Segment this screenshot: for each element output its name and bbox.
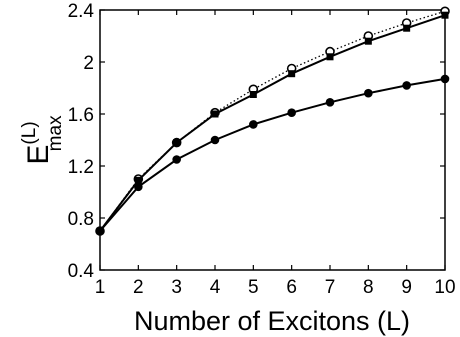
series-layer — [95, 6, 450, 236]
x-tick-label: 9 — [401, 277, 412, 298]
x-tick-label: 10 — [434, 277, 455, 298]
data-point — [287, 108, 296, 117]
y-axis-title-subscript: max — [45, 115, 66, 151]
y-tick-label: 2.4 — [68, 1, 95, 22]
x-tick-label: 2 — [133, 277, 144, 298]
y-tick-label: 1.2 — [68, 157, 94, 178]
data-point — [211, 110, 219, 118]
data-point — [249, 91, 257, 98]
series-line — [99, 77, 446, 232]
y-axis-title: E(L) max — [19, 115, 66, 165]
data-point — [440, 74, 450, 84]
x-tick-label: 1 — [95, 277, 106, 298]
svg-text:E(L)max: E(L) max — [19, 115, 66, 165]
data-point — [172, 155, 181, 164]
x-tick-label: 3 — [171, 277, 182, 298]
data-point — [364, 88, 373, 98]
y-axis-title-base: E — [22, 145, 55, 165]
data-point — [402, 81, 411, 90]
series-line — [99, 14, 446, 232]
x-axis-title: Number of Excitons (L) — [134, 306, 410, 336]
tick-labels: 1 2 3 4 5 6 7 8 9 10 0.4 0.8 1.2 1.6 2 2.4 — [68, 1, 456, 298]
data-point — [326, 53, 334, 61]
x-tick-label: 4 — [210, 277, 221, 298]
plot-frame — [99, 9, 446, 271]
data-point — [95, 226, 105, 236]
data-point — [403, 24, 411, 32]
data-point — [288, 70, 296, 78]
series-3 — [95, 74, 450, 236]
data-point — [364, 37, 372, 45]
series-1 — [95, 6, 450, 236]
data-point — [210, 135, 220, 145]
x-tick-label: 8 — [363, 277, 374, 298]
x-tick-label: 7 — [325, 277, 336, 298]
y-tick-label: 0.4 — [68, 261, 95, 282]
data-point — [441, 11, 449, 19]
series-2 — [96, 11, 449, 235]
y-axis-title-superscript: (L) — [19, 121, 40, 144]
data-point — [173, 139, 181, 147]
y-tick-label: 2 — [83, 53, 94, 74]
data-point — [134, 182, 143, 192]
x-tick-label: 5 — [248, 277, 259, 298]
axis-ticks — [99, 9, 446, 271]
series-line — [99, 10, 446, 232]
data-point — [134, 176, 142, 184]
y-tick-label: 1.6 — [68, 105, 94, 126]
x-tick-label: 6 — [286, 277, 297, 298]
data-point — [249, 120, 258, 129]
data-point — [325, 98, 335, 107]
y-tick-label: 0.8 — [68, 209, 94, 230]
